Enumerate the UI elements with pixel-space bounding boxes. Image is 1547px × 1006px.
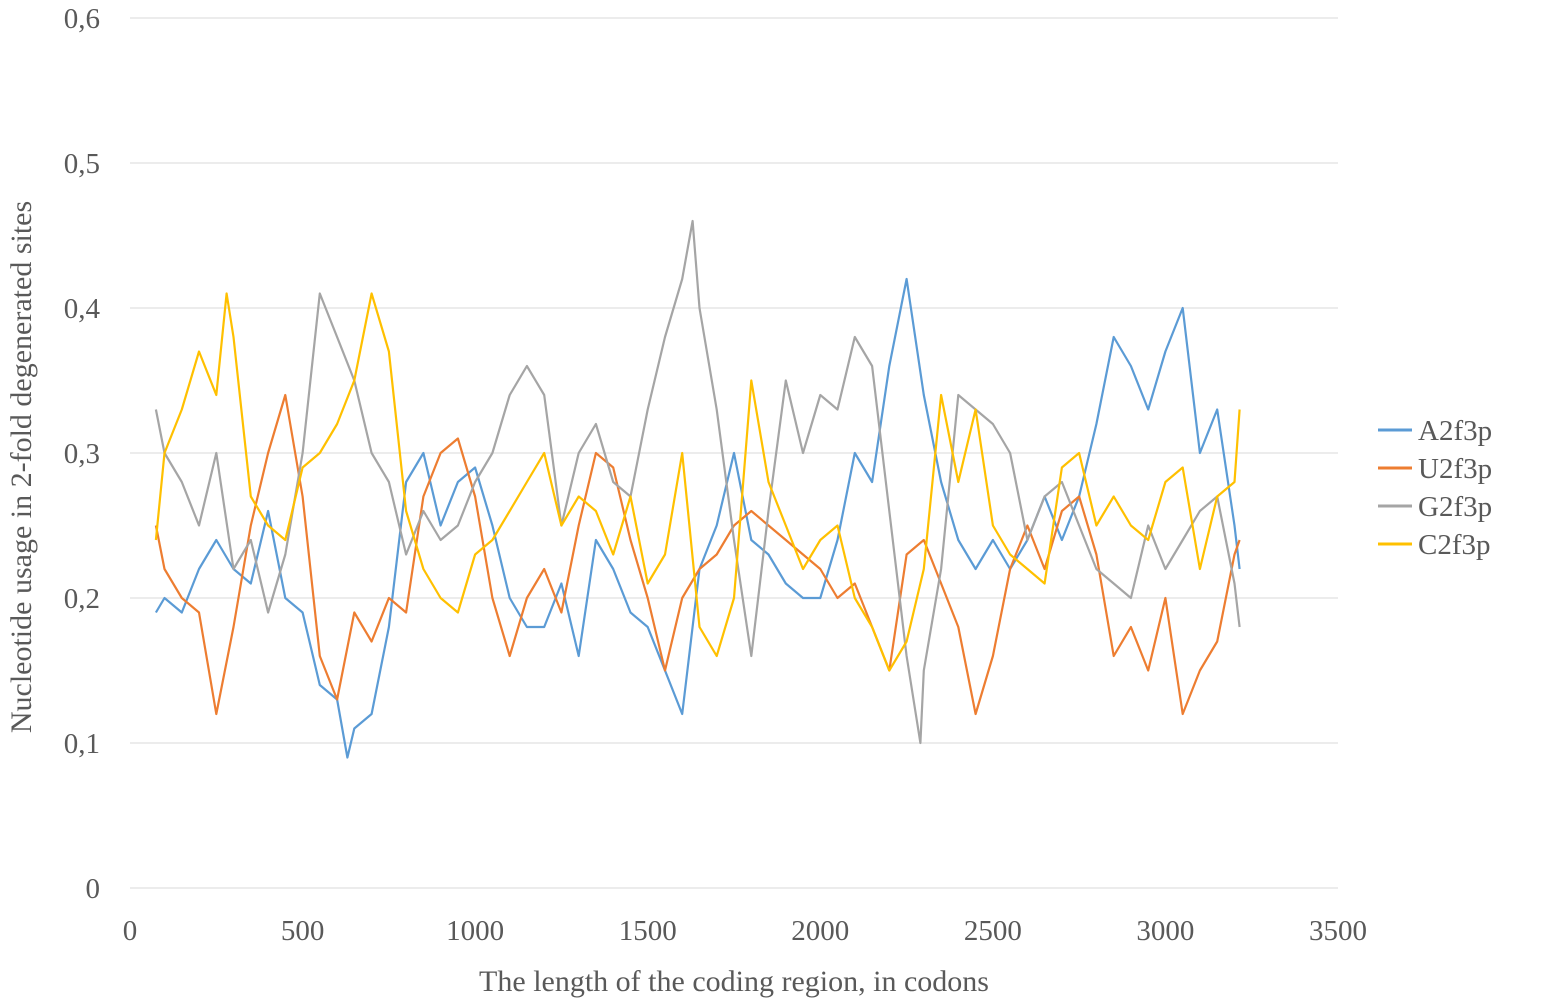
x-tick-label: 0 <box>123 915 138 947</box>
x-tick-label: 2000 <box>791 915 849 947</box>
legend-label-U2f3p: U2f3p <box>1418 453 1492 485</box>
legend-label-C2f3p: C2f3p <box>1418 529 1491 561</box>
x-tick-label: 1000 <box>446 915 504 947</box>
legend-label-G2f3p: G2f3p <box>1418 491 1492 523</box>
y-axis-title: Nucleotide usage in 2-fold degenerated s… <box>5 201 38 733</box>
series-line-C2f3p <box>154 292 1241 672</box>
legend: A2f3p U2f3p G2f3p C2f3p <box>1378 415 1492 561</box>
series-lines <box>154 219 1241 759</box>
x-tick-label: 3000 <box>1136 915 1194 947</box>
y-tick-label: 0,6 <box>64 3 100 35</box>
y-tick-label: 0,5 <box>64 148 100 180</box>
x-tick-label: 2500 <box>964 915 1022 947</box>
y-tick-label: 0,4 <box>64 293 101 325</box>
x-tick-label: 3500 <box>1309 915 1367 947</box>
y-tick-label: 0,3 <box>64 438 100 470</box>
x-axis-title: The length of the coding region, in codo… <box>479 965 989 998</box>
x-tick-label: 500 <box>281 915 325 947</box>
x-tick-label: 1500 <box>619 915 677 947</box>
legend-label-A2f3p: A2f3p <box>1418 415 1492 447</box>
series-line-A2f3p <box>154 277 1241 759</box>
y-tick-labels: 0 0,1 0,2 0,3 0,4 0,5 0,6 <box>64 3 101 905</box>
y-tick-label: 0,1 <box>64 728 100 760</box>
series-line-G2f3p <box>154 219 1241 745</box>
y-tick-label: 0,2 <box>64 583 100 615</box>
series-line-U2f3p <box>154 393 1241 716</box>
y-tick-label: 0 <box>86 873 101 905</box>
x-tick-labels: 0 500 1000 1500 2000 2500 3000 3500 <box>123 915 1367 947</box>
